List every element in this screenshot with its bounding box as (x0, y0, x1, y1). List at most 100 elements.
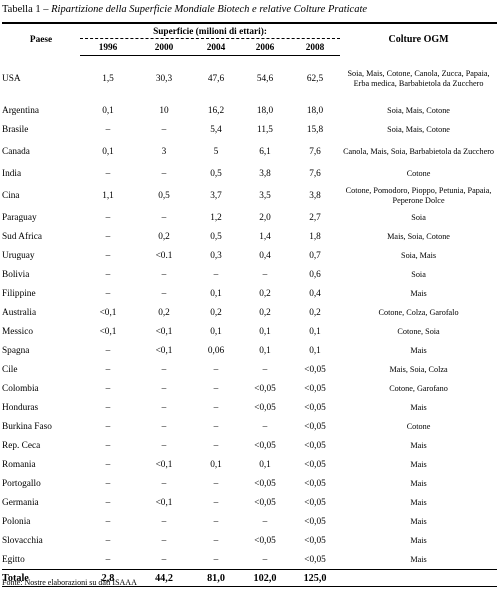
table-row: Germania – <0,1 – <0,05 <0,05 Mais (2, 494, 497, 513)
area-value-cell: – (161, 554, 167, 565)
area-value-cell: <0,05 (304, 422, 326, 432)
area-value-cell: <0,05 (254, 384, 276, 394)
area-value-cell: 3,8 (309, 191, 321, 201)
total-value: 81,0 (192, 569, 240, 587)
total-value: 44,2 (136, 569, 192, 587)
area-value-cell: – (161, 384, 167, 394)
crops-column-header: Colture OGM (340, 22, 498, 56)
area-value-cell: – (161, 169, 167, 179)
area-value-cell: 0,5 (210, 232, 222, 242)
area-value-cell: – (105, 554, 111, 565)
country-cell: Paraguay (2, 213, 37, 223)
area-value-cell: – (105, 289, 111, 299)
area-value-cell: <0,05 (254, 479, 276, 489)
crops-cell: Mais (410, 289, 427, 298)
area-value-cell: 16,2 (207, 106, 225, 116)
table-row: Burkina Faso – – – – <0,05 Cotone (2, 418, 497, 437)
country-cell: India (2, 169, 22, 179)
area-value-cell: 3 (161, 147, 167, 157)
area-value-cell: 1,8 (309, 232, 321, 242)
total-value: 125,0 (290, 569, 341, 587)
table-row: Brasile – – 5,4 11,5 15,8 Soia, Mais, Cotone (2, 121, 497, 140)
area-value-cell: 11,5 (257, 125, 273, 135)
area-value-cell: <0,05 (254, 441, 276, 451)
year-header: 2000 (136, 41, 192, 56)
country-cell: Canada (2, 147, 30, 157)
area-value-cell: 0,6 (309, 270, 321, 280)
area-value-cell: – (262, 422, 268, 432)
country-cell: USA (2, 73, 21, 84)
area-value-cell: 54,6 (256, 73, 274, 84)
total-value: 2,8 (80, 569, 136, 587)
country-cell: Messico (2, 327, 33, 337)
area-value-cell: 0,06 (207, 346, 225, 356)
source-note: Fonte: Nostre elaborazioni su dati ISAAA (2, 578, 137, 587)
country-cell: Australia (2, 308, 37, 318)
crops-cell: Soia, Mais, Cotone (387, 125, 450, 134)
area-value-cell: 0,2 (158, 232, 170, 242)
area-value-cell: – (262, 270, 268, 280)
area-value-cell: – (105, 422, 111, 432)
area-value-cell: 0,1 (259, 460, 271, 470)
crops-cell: Soia (411, 270, 426, 279)
table-caption: Tabella 1 – Ripartizione della Superfici… (2, 3, 367, 17)
area-value-cell: <0,05 (254, 403, 276, 413)
area-value-cell: 1,4 (259, 232, 271, 242)
country-cell: Germania (2, 498, 39, 508)
country-cell: Romania (2, 460, 36, 470)
area-value-cell: 0,7 (309, 251, 321, 261)
area-value-cell: 18,0 (306, 106, 324, 116)
biotech-area-table: Paese Superficie (milioni di ettari): Co… (2, 22, 498, 587)
area-value-cell: <0,05 (304, 441, 326, 451)
area-value-cell: <0,1 (155, 498, 173, 508)
area-value-cell: 15,8 (306, 125, 324, 135)
area-value-cell: 0,1 (309, 346, 321, 356)
table-row: Australia <0,1 0,2 0,2 0,2 0,2 Cotone, Colza, … (2, 304, 497, 323)
area-value-cell: <0,1 (99, 327, 117, 337)
crops-cell: Soia, Mais (401, 251, 437, 260)
area-value-cell: 0,3 (210, 251, 222, 261)
area-value-cell: 3,8 (259, 169, 271, 179)
area-value-cell: – (105, 536, 111, 546)
area-value-cell: – (213, 441, 219, 451)
caption-title: Ripartizione della Superficie Mondiale B… (51, 4, 368, 15)
total-row: Totale 2,8 44,2 81,0 102,0 125,0 (2, 569, 498, 587)
area-value-cell: – (213, 384, 219, 394)
table-row: Sud Africa – 0,2 0,5 1,4 1,8 Mais, Soia, Coton… (2, 228, 497, 247)
table-row: Bolivia – – – – 0,6 Soia (2, 266, 497, 285)
crops-cell: Mais, Soia, Colza (389, 365, 448, 374)
area-value-cell: 0,1 (309, 327, 321, 337)
country-column-header: Paese (2, 22, 80, 56)
area-value-cell: – (161, 270, 167, 280)
table-row: Cina 1,1 0,5 3,7 3,5 3,8 Cotone, Pomodoro, Pio… (2, 184, 497, 209)
crops-cell: Cotone (406, 422, 431, 431)
year-header: 2008 (290, 41, 341, 56)
table-row: Slovacchia – – – <0,05 <0,05 Mais (2, 532, 497, 551)
crops-cell: Mais (410, 536, 427, 545)
crops-cell: Soia, Mais, Cotone, Canola, Zucca, Papai… (347, 68, 490, 88)
area-value-cell: – (161, 536, 167, 546)
area-value-cell: – (105, 479, 111, 489)
area-value-cell: <0,05 (304, 479, 326, 489)
crops-cell: Mais (410, 460, 427, 469)
area-value-cell: <0,05 (304, 517, 326, 527)
table-row: Filippine – – 0,1 0,2 0,4 Mais (2, 285, 497, 304)
area-value-cell: 10 (159, 106, 169, 116)
area-value-cell: <0,05 (304, 554, 326, 565)
area-value-cell: – (105, 346, 111, 356)
area-value-cell: – (262, 554, 268, 565)
country-cell: Cile (2, 365, 18, 375)
area-value-cell: <0,1 (99, 308, 117, 318)
total-label: Totale (2, 569, 80, 587)
area-value-cell: – (105, 517, 111, 527)
area-value-cell: – (213, 517, 219, 527)
table-row: Paraguay – – 1,2 2,0 2,7 Soia (2, 209, 497, 228)
year-header: 2004 (192, 41, 240, 56)
area-value-cell: 0,1 (102, 106, 114, 116)
area-value-cell: 47,6 (207, 73, 225, 84)
area-value-cell: – (213, 403, 219, 413)
crops-cell: Mais (410, 346, 427, 355)
table-row: Messico <0,1 <0,1 0,1 0,1 0,1 Cotone, Soia (2, 323, 497, 342)
total-value: 102,0 (240, 569, 290, 587)
area-value-cell: – (161, 125, 167, 135)
